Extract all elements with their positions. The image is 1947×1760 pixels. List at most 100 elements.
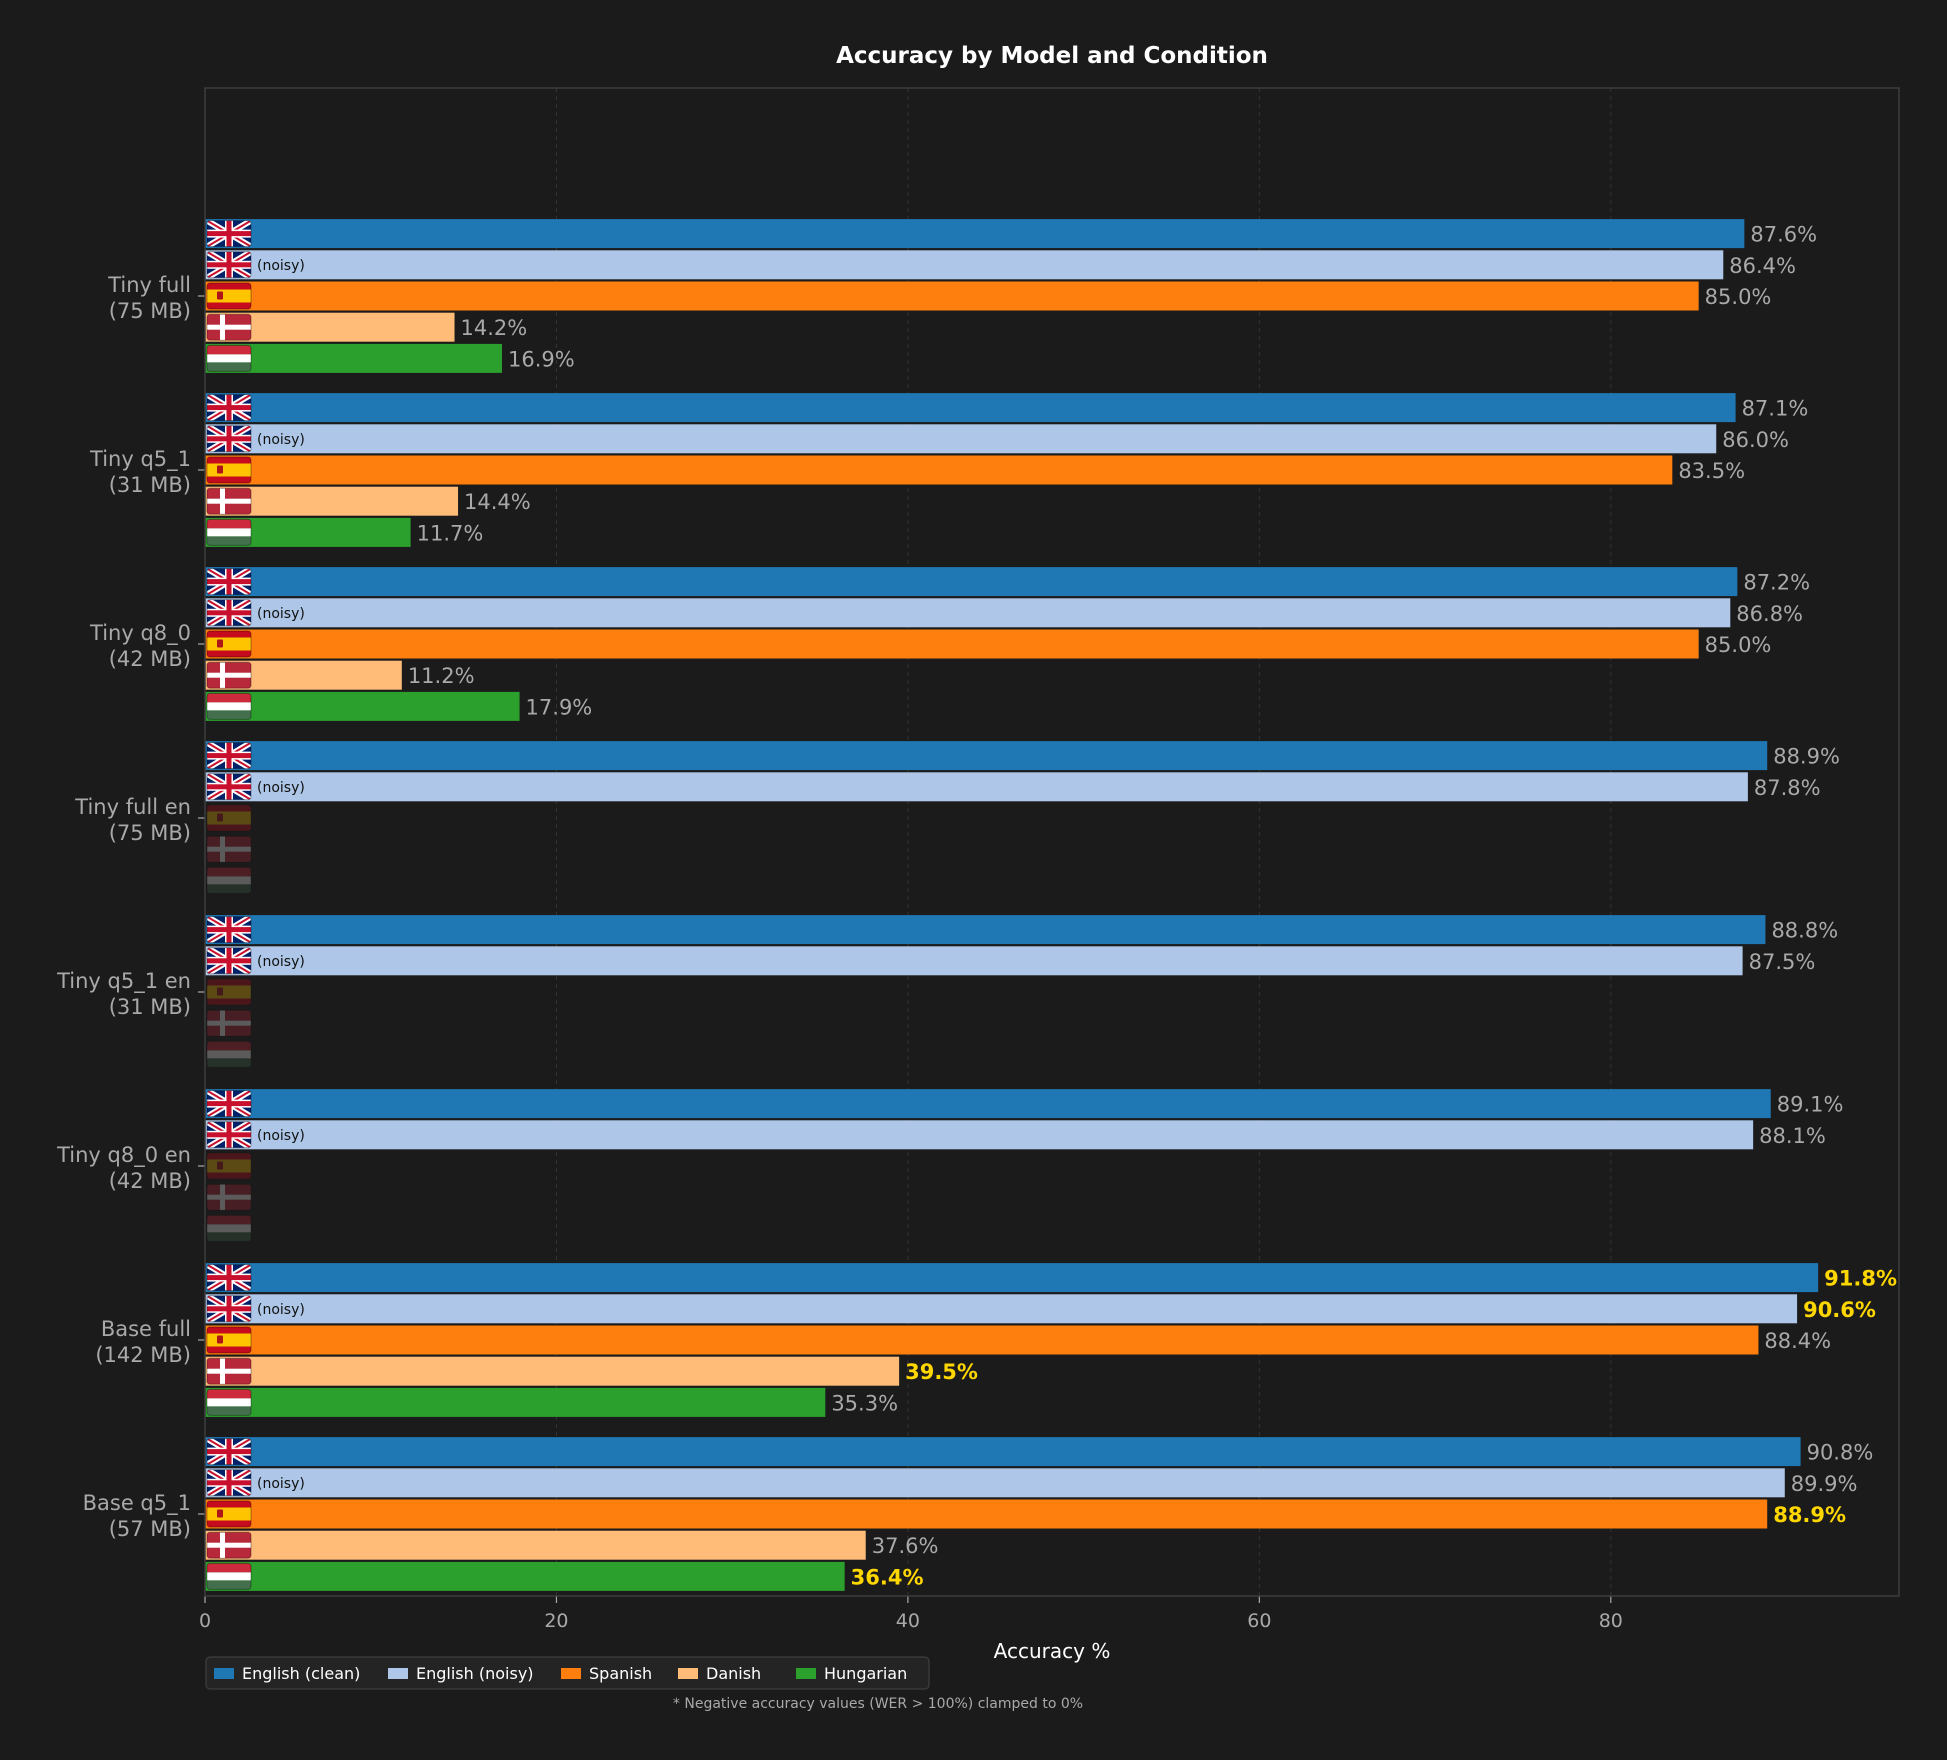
y-category-size: (42 MB) xyxy=(109,647,191,671)
denmark-flag-icon xyxy=(206,1009,252,1037)
data-label: 86.4% xyxy=(1729,254,1796,278)
data-label: 90.8% xyxy=(1807,1441,1874,1465)
flag-band-red xyxy=(207,1041,251,1051)
legend-label: Spanish xyxy=(589,1664,652,1683)
flag-band-green xyxy=(207,710,251,720)
uk-flag-icon xyxy=(206,1469,252,1497)
uk-flag-icon-body xyxy=(207,599,251,626)
hungary-flag-icon xyxy=(206,692,252,720)
data-label: 89.1% xyxy=(1777,1093,1844,1117)
noisy-tag: (noisy) xyxy=(257,1302,305,1318)
uk-flag-icon xyxy=(206,916,252,944)
data-label: 36.4% xyxy=(851,1565,924,1589)
data-label: 88.9% xyxy=(1773,745,1840,769)
flag-border xyxy=(206,1438,252,1466)
hungary-flag-icon-body xyxy=(207,693,251,720)
y-category-size: (42 MB) xyxy=(109,1169,191,1193)
flag-cross xyxy=(220,1010,225,1037)
flag-cross-red xyxy=(207,927,251,933)
bar xyxy=(205,1356,900,1386)
y-category-label: Base full xyxy=(101,1317,191,1341)
denmark-flag-icon xyxy=(206,487,252,515)
uk-flag-icon-body xyxy=(207,425,251,452)
uk-flag-icon-body xyxy=(207,742,251,769)
flag-band-green xyxy=(207,536,251,546)
y-category-size: (75 MB) xyxy=(109,821,191,845)
bar xyxy=(205,1387,826,1417)
flag-cross xyxy=(207,1194,251,1200)
flag-band-red xyxy=(207,1215,251,1225)
bar xyxy=(205,1561,845,1591)
data-label: 87.1% xyxy=(1742,397,1809,421)
flag-border xyxy=(206,394,252,422)
uk-flag-icon xyxy=(206,947,252,975)
uk-flag-icon-body xyxy=(207,394,251,421)
legend-label: Danish xyxy=(706,1664,761,1683)
bar xyxy=(205,250,1724,280)
flag-border xyxy=(206,692,252,720)
data-label: 88.4% xyxy=(1764,1329,1831,1353)
data-label: 35.3% xyxy=(831,1391,898,1415)
flag-border xyxy=(206,313,252,341)
legend-label: English (noisy) xyxy=(416,1664,534,1683)
hungary-flag-icon xyxy=(206,1214,252,1242)
flag-band-white xyxy=(207,876,251,885)
spain-flag-icon-body xyxy=(207,805,251,831)
flag-cross xyxy=(220,1184,225,1211)
uk-flag-icon xyxy=(206,1090,252,1118)
flag-band-red xyxy=(207,1563,251,1573)
flag-cross-red xyxy=(207,231,251,237)
flag-emblem xyxy=(217,639,223,648)
flag-border xyxy=(206,568,252,596)
data-label: 87.2% xyxy=(1743,571,1810,595)
hungary-flag-icon xyxy=(206,1040,252,1068)
flag-cross xyxy=(207,498,251,504)
spain-flag-icon-body xyxy=(207,979,251,1005)
flag-band-white xyxy=(207,702,251,711)
noisy-tag: (noisy) xyxy=(257,432,305,448)
uk-flag-icon xyxy=(206,1438,252,1466)
uk-flag-icon xyxy=(206,220,252,248)
flag-band-white xyxy=(207,1224,251,1233)
flag-border xyxy=(206,599,252,627)
hungary-flag-icon xyxy=(206,1562,252,1590)
data-label: 14.4% xyxy=(464,490,531,514)
data-label: 88.9% xyxy=(1773,1503,1846,1527)
flag-band xyxy=(207,985,251,999)
y-category-size: (57 MB) xyxy=(109,1517,191,1541)
uk-flag-icon-body xyxy=(207,1469,251,1496)
flag-border xyxy=(206,947,252,975)
x-tick-label: 80 xyxy=(1599,1610,1623,1632)
data-label: 88.8% xyxy=(1771,919,1838,943)
y-category-label: Tiny full en xyxy=(74,795,191,819)
denmark-flag-icon-body xyxy=(207,1184,251,1211)
hungary-flag-icon xyxy=(206,518,252,546)
uk-flag-icon xyxy=(206,1295,252,1323)
bar xyxy=(205,567,1738,597)
hungary-flag-icon xyxy=(206,1388,252,1416)
flag-border xyxy=(206,1009,252,1037)
flag-band xyxy=(207,289,251,303)
flag-band-green xyxy=(207,1580,251,1590)
flag-border xyxy=(206,344,252,372)
hungary-flag-icon-body xyxy=(207,1389,251,1416)
flag-emblem xyxy=(217,1161,223,1170)
uk-flag-icon-body xyxy=(207,1264,251,1291)
data-label: 87.5% xyxy=(1749,950,1816,974)
y-category-label: Base q5_1 xyxy=(83,1491,191,1516)
flag-cross xyxy=(207,672,251,678)
data-label: 88.1% xyxy=(1759,1124,1826,1148)
spain-flag-icon xyxy=(206,1500,252,1528)
y-category-size: (31 MB) xyxy=(109,995,191,1019)
flag-band-red xyxy=(207,867,251,877)
flag-cross-red xyxy=(207,753,251,759)
hungary-flag-icon-body xyxy=(207,1041,251,1068)
bar xyxy=(205,629,1699,659)
denmark-flag-icon-body xyxy=(207,1010,251,1037)
flag-emblem xyxy=(217,1335,223,1344)
flag-border xyxy=(206,630,252,658)
spain-flag-icon-body xyxy=(207,1153,251,1179)
spain-flag-icon xyxy=(206,978,252,1006)
uk-flag-icon-body xyxy=(207,1295,251,1322)
flag-border xyxy=(206,1090,252,1118)
